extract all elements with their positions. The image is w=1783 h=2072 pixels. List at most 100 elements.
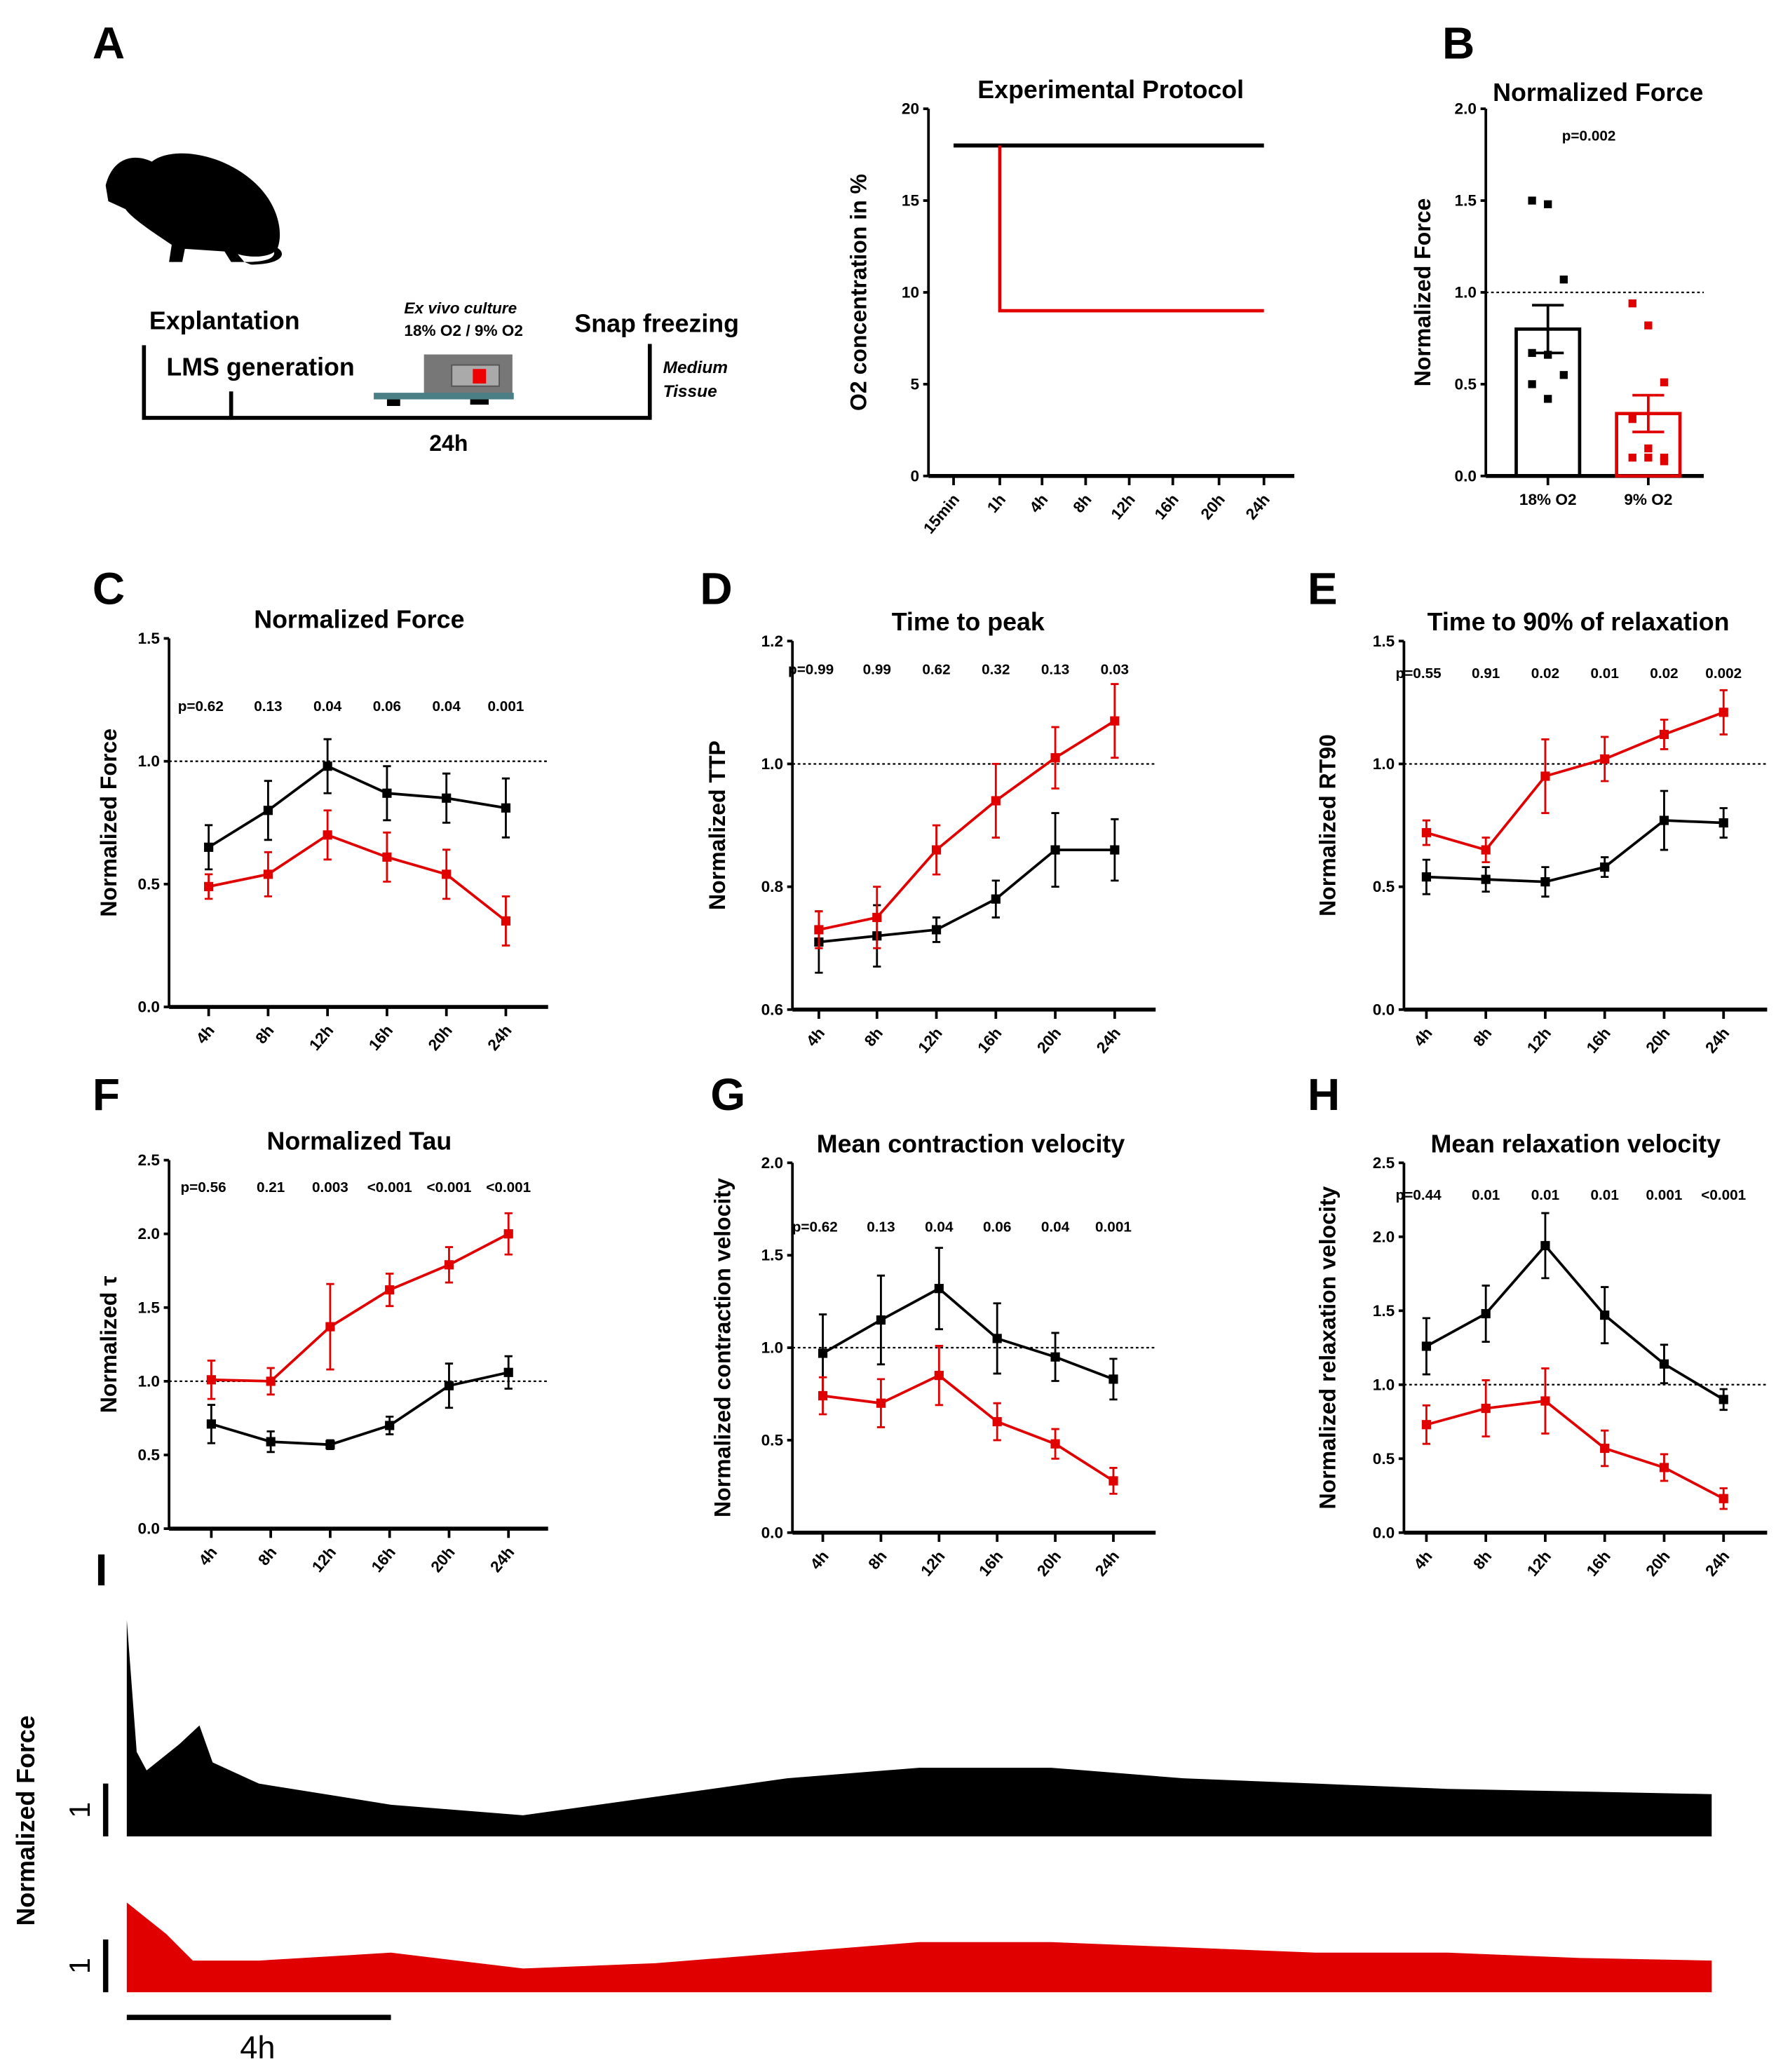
data-point bbox=[1644, 453, 1653, 462]
x-tick-label: 16h bbox=[1583, 1548, 1614, 1580]
data-point bbox=[934, 1371, 944, 1381]
data-point bbox=[1559, 371, 1568, 379]
x-tick-label: 4h bbox=[807, 1548, 832, 1573]
data-point bbox=[1050, 753, 1060, 763]
data-point bbox=[1528, 196, 1536, 205]
data-point bbox=[503, 1229, 513, 1239]
p-value: 0.04 bbox=[433, 698, 461, 715]
y-tick-label: 0 bbox=[910, 467, 919, 485]
data-point bbox=[442, 793, 452, 803]
panel-B: Normalized Force Normalized Force 0.0 0.5 1.… bbox=[1410, 79, 1704, 508]
x-tick-label: 8h bbox=[865, 1548, 890, 1573]
x-tick-label: 12h bbox=[1108, 491, 1139, 523]
data-point bbox=[1109, 1374, 1118, 1384]
panel-label-B: B bbox=[1442, 18, 1474, 69]
series-line bbox=[1426, 819, 1724, 883]
data-point bbox=[931, 925, 942, 935]
data-point bbox=[1540, 877, 1550, 887]
y-axis-label: O2 concentration in % bbox=[846, 174, 872, 411]
y-tick-label: 20 bbox=[902, 100, 919, 118]
data-point bbox=[1481, 1308, 1491, 1319]
y-tick-label: 2.0 bbox=[1455, 100, 1477, 118]
x-tick-label: 16h bbox=[974, 1024, 1005, 1057]
data-point bbox=[382, 788, 392, 798]
y-tick-label: 0.0 bbox=[1373, 1001, 1395, 1018]
chart-title: Experimental Protocol bbox=[977, 76, 1244, 104]
data-point bbox=[444, 1260, 454, 1270]
p-value: 0.02 bbox=[1650, 665, 1678, 682]
p-value: p=0.99 bbox=[788, 661, 834, 677]
data-point bbox=[991, 796, 1001, 806]
x-tick-label: 4h bbox=[803, 1024, 828, 1050]
x-tick-label: 8h bbox=[861, 1024, 886, 1050]
panel-E: Time to 90% of relaxation Normalized RT90… bbox=[1315, 608, 1768, 1057]
p-value: <0.001 bbox=[486, 1179, 531, 1196]
series-line bbox=[1425, 711, 1724, 852]
data-point bbox=[1109, 1476, 1118, 1486]
data-point bbox=[1544, 395, 1552, 403]
data-point bbox=[1628, 453, 1636, 462]
data-point bbox=[1659, 1463, 1669, 1472]
p-value: 0.03 bbox=[1101, 661, 1129, 677]
data-point bbox=[1050, 1352, 1060, 1362]
p-value: 0.003 bbox=[312, 1179, 348, 1196]
data-point bbox=[1528, 380, 1536, 388]
series-line bbox=[1425, 1243, 1725, 1401]
x-tick-label: 20h bbox=[428, 1543, 459, 1576]
data-point bbox=[1540, 1240, 1550, 1251]
x-tick-label: 20h bbox=[1643, 1548, 1674, 1580]
culture-device-icon bbox=[374, 354, 514, 406]
panel-label-F: F bbox=[93, 1069, 120, 1120]
x-tick-label: 20h bbox=[1198, 491, 1228, 523]
x-tick-label: 16h bbox=[365, 1022, 396, 1054]
x-tick-label: 4h bbox=[193, 1022, 218, 1047]
p-value: <0.001 bbox=[1701, 1187, 1746, 1203]
x-tick-label: 4h bbox=[1411, 1024, 1436, 1050]
p-value: 0.32 bbox=[982, 661, 1010, 677]
data-point bbox=[1110, 716, 1120, 726]
x-tick-label: 4h bbox=[1026, 491, 1051, 516]
panel-A: Experimental Protocol O2 concentration in… bbox=[846, 76, 1295, 537]
y-tick-label: 1.0 bbox=[761, 755, 783, 773]
y-tick-label: 0.6 bbox=[761, 1001, 783, 1018]
x-tick-label: 12h bbox=[917, 1548, 948, 1580]
data-point bbox=[1540, 771, 1550, 781]
data-point bbox=[1644, 321, 1653, 330]
data-point bbox=[1600, 1443, 1610, 1454]
data-point bbox=[931, 845, 942, 855]
data-point bbox=[1659, 1359, 1669, 1369]
panel-D: Time to peak Normalized TTP 0.6 0.8 1.0 1.2 4h… bbox=[705, 608, 1156, 1057]
data-point bbox=[992, 1416, 1002, 1427]
data-point bbox=[1481, 845, 1491, 855]
data-point bbox=[1110, 845, 1120, 855]
y-tick-label: 0.5 bbox=[138, 875, 160, 893]
schematic: Explantation LMS generation Ex vivo cult… bbox=[105, 153, 739, 456]
data-point bbox=[1660, 378, 1669, 386]
p-value: 0.13 bbox=[867, 1219, 895, 1235]
y-tick-label: 0.5 bbox=[138, 1447, 160, 1464]
y-tick-label: 0.5 bbox=[1373, 1450, 1395, 1468]
chart-title: Time to 90% of relaxation bbox=[1428, 608, 1730, 636]
panel-label-I: I bbox=[95, 1545, 108, 1595]
y-tick-label: 0.5 bbox=[1373, 878, 1395, 895]
p-value: 0.06 bbox=[983, 1219, 1011, 1235]
p-value: 0.01 bbox=[1531, 1187, 1559, 1203]
panel-G: Mean contraction velocity Normalized cont… bbox=[710, 1130, 1156, 1580]
data-point bbox=[442, 869, 452, 879]
y-tick-label: 2.5 bbox=[1373, 1154, 1395, 1172]
y-tick-label: 10 bbox=[902, 284, 919, 302]
panel-label-E: E bbox=[1308, 564, 1338, 614]
panel-H: Mean relaxation velocity Normalized relax… bbox=[1315, 1130, 1768, 1580]
data-point bbox=[1660, 457, 1669, 466]
panel-label-A: A bbox=[93, 18, 125, 69]
series-line bbox=[211, 1233, 510, 1383]
series-line bbox=[822, 1374, 1114, 1482]
p-value: p=0.62 bbox=[792, 1219, 838, 1235]
data-point bbox=[323, 830, 332, 840]
data-point bbox=[382, 852, 392, 862]
panel-label-D: D bbox=[700, 564, 732, 614]
y-tick-label: 1.2 bbox=[761, 632, 783, 650]
data-point bbox=[1644, 444, 1653, 453]
p-value: 0.002 bbox=[1705, 665, 1742, 682]
p-value: 0.04 bbox=[1041, 1219, 1070, 1235]
